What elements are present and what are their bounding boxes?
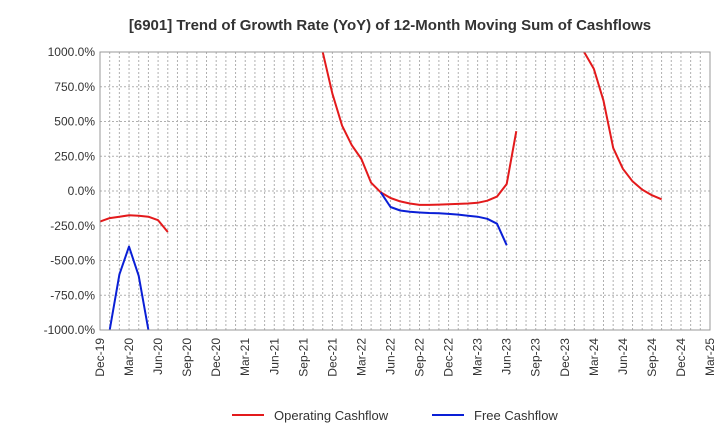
x-tick-label: Mar-25 <box>703 338 717 376</box>
x-tick-label: Dec-22 <box>442 338 456 377</box>
x-tick-label: Mar-24 <box>587 338 601 376</box>
chart-title: [6901] Trend of Growth Rate (YoY) of 12-… <box>129 17 651 34</box>
grid <box>99 51 711 331</box>
y-tick-label: 500.0% <box>54 115 95 129</box>
x-axis-labels: Dec-19 Mar-20 Jun-20 Sep-20 Dec-20 Mar-21 Jun-… <box>93 338 717 377</box>
x-tick-label: Jun-24 <box>616 338 630 375</box>
y-tick-label: -250.0% <box>50 219 95 233</box>
y-tick-label: 750.0% <box>54 80 95 94</box>
series-line-operating-cashflow <box>99 214 169 233</box>
y-tick-label: 250.0% <box>54 149 95 163</box>
x-tick-label: Mar-23 <box>471 338 485 376</box>
y-tick-label: -1000.0% <box>44 323 96 337</box>
y-tick-label: 1000.0% <box>48 45 96 59</box>
series-line-free-cashflow <box>379 191 508 246</box>
legend-label: Operating Cashflow <box>274 408 389 423</box>
x-tick-label: Dec-24 <box>674 338 688 377</box>
x-tick-label: Dec-19 <box>93 338 107 377</box>
legend: Operating Cashflow Free Cashflow <box>232 408 558 423</box>
x-tick-label: Jun-23 <box>500 338 514 375</box>
series-line-operating-cashflow <box>583 51 662 201</box>
y-tick-label: -500.0% <box>50 254 95 268</box>
x-tick-label: Mar-22 <box>354 338 368 376</box>
x-tick-label: Sep-20 <box>180 338 194 377</box>
y-axis-labels: 1000.0% 750.0% 500.0% 250.0% 0.0% -250.0% -500… <box>44 45 96 337</box>
plot-area-border <box>99 51 711 331</box>
x-tick-label: Dec-23 <box>558 338 572 377</box>
x-tick-label: Jun-22 <box>383 338 397 375</box>
y-tick-label: -750.0% <box>50 288 95 302</box>
x-tick-label: Mar-21 <box>238 338 252 376</box>
x-tick-label: Dec-21 <box>325 338 339 377</box>
legend-label: Free Cashflow <box>474 408 558 423</box>
x-tick-label: Dec-20 <box>209 338 223 377</box>
x-tick-label: Sep-21 <box>296 338 310 377</box>
x-tick-label: Jun-20 <box>151 338 165 375</box>
y-tick-label: 0.0% <box>68 184 96 198</box>
series-lines <box>99 51 662 331</box>
x-tick-label: Sep-22 <box>413 338 427 377</box>
x-tick-label: Sep-23 <box>529 338 543 377</box>
series-line-free-cashflow <box>108 245 150 331</box>
series-line-operating-cashflow <box>321 51 518 206</box>
x-tick-label: Mar-20 <box>122 338 136 376</box>
x-tick-label: Sep-24 <box>645 338 659 377</box>
x-tick-label: Jun-21 <box>267 338 281 375</box>
